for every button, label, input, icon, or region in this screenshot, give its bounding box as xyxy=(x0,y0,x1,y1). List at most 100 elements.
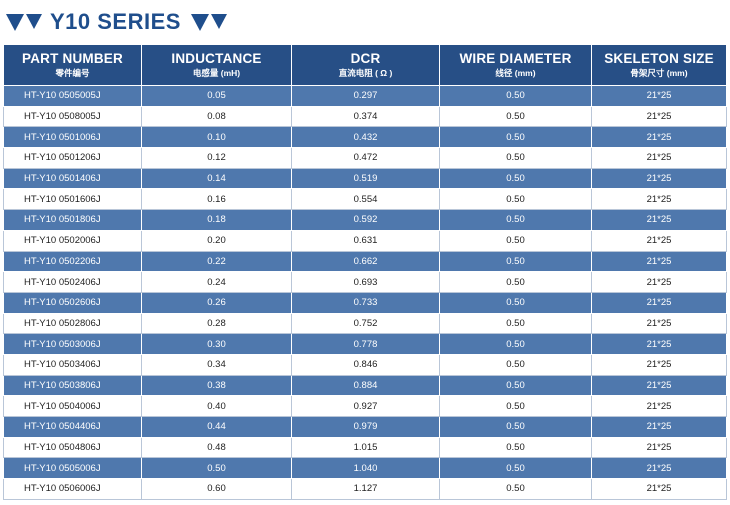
inductance-cell: 0.08 xyxy=(141,105,292,128)
dcr-cell: 0.846 xyxy=(291,353,440,376)
skeleton-size-cell: 21*25 xyxy=(591,209,727,231)
dcr-cell: 0.778 xyxy=(291,333,440,355)
table-row: HT-Y10 0502006J 0.20 0.631 0.50 21*25 xyxy=(3,229,727,252)
inductance-cell: 0.28 xyxy=(141,312,292,335)
column-header-en: PART NUMBER xyxy=(22,51,123,66)
dcr-cell: 0.662 xyxy=(291,250,440,273)
part-number-cell: HT-Y10 0503006J xyxy=(3,333,142,355)
part-number-cell: HT-Y10 0508005J xyxy=(3,105,142,128)
table-row: HT-Y10 0504806J 0.48 1.015 0.50 21*25 xyxy=(3,436,727,459)
wire-diameter-cell: 0.50 xyxy=(439,436,592,459)
part-number-cell: HT-Y10 0504006J xyxy=(3,395,142,417)
column-header-part-number: PART NUMBER 零件编号 xyxy=(3,45,142,86)
skeleton-size-cell: 21*25 xyxy=(591,188,727,211)
skeleton-size-cell: 21*25 xyxy=(591,105,727,128)
series-title-bar: Y10 SERIES xyxy=(6,7,227,37)
inductance-cell: 0.22 xyxy=(141,250,292,273)
part-number-cell: HT-Y10 0501606J xyxy=(3,188,142,211)
dcr-cell: 0.472 xyxy=(291,147,440,169)
wire-diameter-cell: 0.50 xyxy=(439,271,592,293)
skeleton-size-cell: 21*25 xyxy=(591,457,727,480)
column-header-dcr: DCR 直流电阻 ( Ω ) xyxy=(291,45,440,86)
dcr-cell: 0.693 xyxy=(291,271,440,293)
column-header-zh: 骨架尺寸 (mm) xyxy=(630,68,688,78)
dcr-cell: 0.592 xyxy=(291,209,440,231)
inductance-cell: 0.05 xyxy=(141,85,292,107)
skeleton-size-cell: 21*25 xyxy=(591,250,727,273)
dcr-cell: 1.015 xyxy=(291,436,440,459)
part-number-cell: HT-Y10 0502206J xyxy=(3,250,142,273)
inductance-cell: 0.16 xyxy=(141,188,292,211)
part-number-cell: HT-Y10 0502006J xyxy=(3,229,142,252)
inductance-cell: 0.40 xyxy=(141,395,292,417)
column-header-inductance: INDUCTANCE 电感量 (mH) xyxy=(141,45,292,86)
wire-diameter-cell: 0.50 xyxy=(439,105,592,128)
inductance-cell: 0.34 xyxy=(141,353,292,376)
wire-diameter-cell: 0.50 xyxy=(439,250,592,273)
inductance-cell: 0.10 xyxy=(141,126,292,149)
table-row: HT-Y10 0501406J 0.14 0.519 0.50 21*25 xyxy=(3,167,727,190)
table-row: HT-Y10 0506006J 0.60 1.127 0.50 21*25 xyxy=(3,478,727,500)
skeleton-size-cell: 21*25 xyxy=(591,478,727,500)
wire-diameter-cell: 0.50 xyxy=(439,374,592,397)
table-row: HT-Y10 0504406J 0.44 0.979 0.50 21*25 xyxy=(3,416,727,438)
table-row: HT-Y10 0502606J 0.26 0.733 0.50 21*25 xyxy=(3,291,727,314)
dcr-cell: 0.432 xyxy=(291,126,440,149)
skeleton-size-cell: 21*25 xyxy=(591,85,727,107)
wire-diameter-cell: 0.50 xyxy=(439,478,592,500)
skeleton-size-cell: 21*25 xyxy=(591,126,727,149)
part-number-cell: HT-Y10 0503406J xyxy=(3,353,142,376)
column-header-en: DCR xyxy=(350,51,381,66)
table-row: HT-Y10 0501206J 0.12 0.472 0.50 21*25 xyxy=(3,147,727,169)
table-row: HT-Y10 0505005J 0.05 0.297 0.50 21*25 xyxy=(3,85,727,107)
table-row: HT-Y10 0503006J 0.30 0.778 0.50 21*25 xyxy=(3,333,727,355)
inductance-cell: 0.20 xyxy=(141,229,292,252)
wire-diameter-cell: 0.50 xyxy=(439,416,592,438)
skeleton-size-cell: 21*25 xyxy=(591,333,727,355)
table-row: HT-Y10 0503806J 0.38 0.884 0.50 21*25 xyxy=(3,374,727,397)
wire-diameter-cell: 0.50 xyxy=(439,85,592,107)
part-number-cell: HT-Y10 0503806J xyxy=(3,374,142,397)
column-header-zh: 线径 (mm) xyxy=(495,68,536,78)
table-body: HT-Y10 0505005J 0.05 0.297 0.50 21*25 HT-Y10 … xyxy=(3,85,727,500)
table-row: HT-Y10 0501006J 0.10 0.432 0.50 21*25 xyxy=(3,126,727,149)
inductance-cell: 0.60 xyxy=(141,478,292,500)
dcr-cell: 0.927 xyxy=(291,395,440,417)
inductance-cell: 0.24 xyxy=(141,271,292,293)
table-row: HT-Y10 0501806J 0.18 0.592 0.50 21*25 xyxy=(3,209,727,231)
column-header-en: SKELETON SIZE xyxy=(604,51,714,66)
skeleton-size-cell: 21*25 xyxy=(591,353,727,376)
part-number-cell: HT-Y10 0501206J xyxy=(3,147,142,169)
dcr-cell: 0.631 xyxy=(291,229,440,252)
skeleton-size-cell: 21*25 xyxy=(591,147,727,169)
skeleton-size-cell: 21*25 xyxy=(591,395,727,417)
part-number-cell: HT-Y10 0504806J xyxy=(3,436,142,459)
part-number-cell: HT-Y10 0504406J xyxy=(3,416,142,438)
column-header-en: INDUCTANCE xyxy=(171,51,262,66)
dcr-cell: 0.297 xyxy=(291,85,440,107)
dcr-cell: 0.374 xyxy=(291,105,440,128)
inductance-cell: 0.18 xyxy=(141,209,292,231)
table-row: HT-Y10 0504006J 0.40 0.927 0.50 21*25 xyxy=(3,395,727,417)
dcr-cell: 1.040 xyxy=(291,457,440,480)
table-row: HT-Y10 0502206J 0.22 0.662 0.50 21*25 xyxy=(3,250,727,273)
part-number-cell: HT-Y10 0502406J xyxy=(3,271,142,293)
dcr-cell: 0.519 xyxy=(291,167,440,190)
inductance-cell: 0.26 xyxy=(141,291,292,314)
wire-diameter-cell: 0.50 xyxy=(439,167,592,190)
wire-diameter-cell: 0.50 xyxy=(439,229,592,252)
dcr-cell: 0.554 xyxy=(291,188,440,211)
column-header-en: WIRE DIAMETER xyxy=(459,51,572,66)
dcr-cell: 0.979 xyxy=(291,416,440,438)
skeleton-size-cell: 21*25 xyxy=(591,374,727,397)
skeleton-size-cell: 21*25 xyxy=(591,416,727,438)
skeleton-size-cell: 21*25 xyxy=(591,291,727,314)
dcr-cell: 0.752 xyxy=(291,312,440,335)
table-row: HT-Y10 0502406J 0.24 0.693 0.50 21*25 xyxy=(3,271,727,293)
part-number-cell: HT-Y10 0501406J xyxy=(3,167,142,190)
wire-diameter-cell: 0.50 xyxy=(439,457,592,480)
double-triangle-icon xyxy=(6,13,42,31)
table-row: HT-Y10 0508005J 0.08 0.374 0.50 21*25 xyxy=(3,105,727,128)
column-header-wire-diameter: WIRE DIAMETER 线径 (mm) xyxy=(439,45,592,86)
